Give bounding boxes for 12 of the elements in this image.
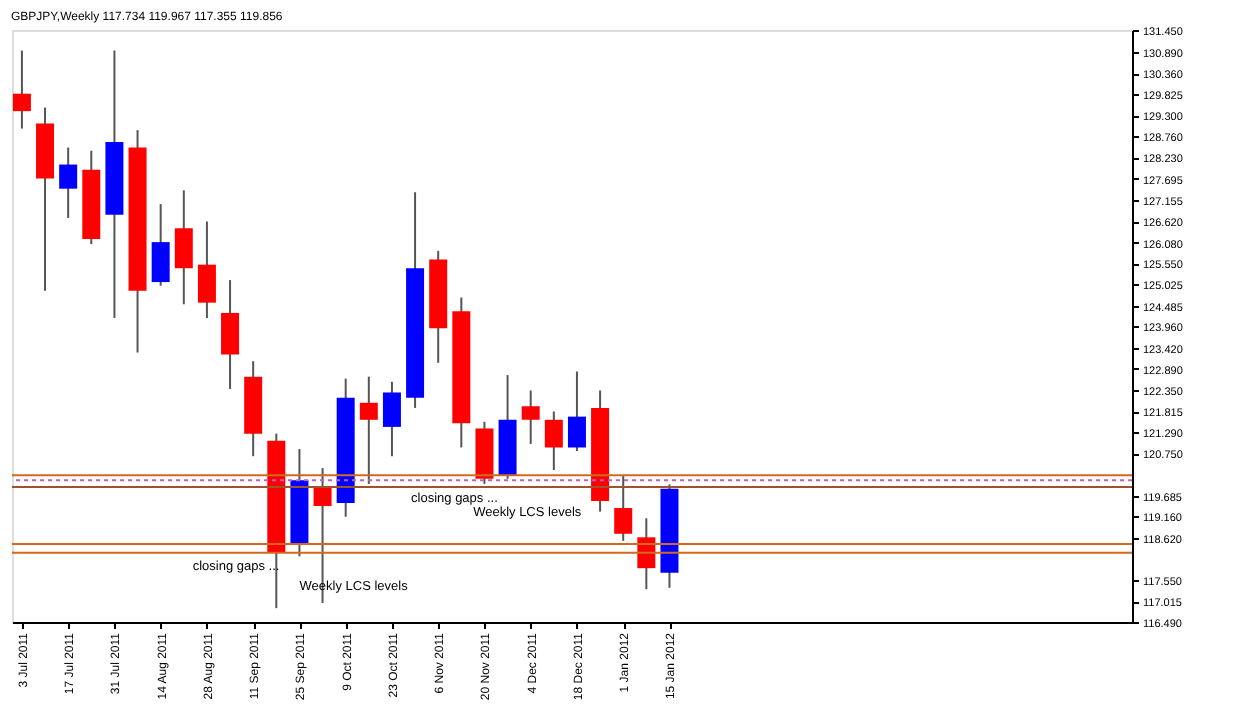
candlestick [151,203,170,287]
candlestick [614,474,633,542]
candlestick [174,189,193,306]
candlestick [567,370,586,453]
candlestick [521,389,540,445]
candlestick [197,220,216,320]
candlestick [359,375,378,485]
candlestick [59,146,78,219]
candlestick [382,380,401,458]
candlestick [12,49,31,130]
candlestick [221,279,240,390]
candlestick [544,410,563,472]
